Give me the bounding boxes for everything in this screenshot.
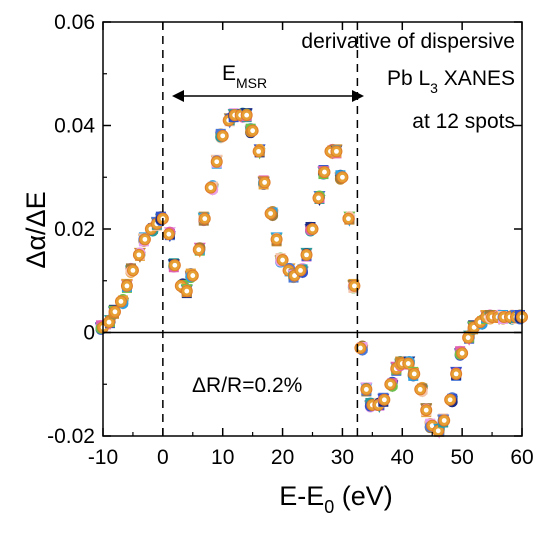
data-point xyxy=(180,284,193,299)
y-tick-label: -0.02 xyxy=(47,425,95,448)
y-tick-label: 0.02 xyxy=(54,218,95,241)
data-point xyxy=(294,262,309,279)
data-point xyxy=(124,262,139,278)
element-label: Pb L xyxy=(387,67,430,90)
data-point xyxy=(240,108,253,123)
data-point xyxy=(114,293,129,310)
emsr-arrow xyxy=(172,90,364,102)
data-marks xyxy=(95,107,528,439)
delta-r-label: ΔR/R=0.2% xyxy=(192,374,302,397)
data-point xyxy=(354,340,369,357)
data-point xyxy=(514,309,528,325)
data-point xyxy=(210,154,223,169)
data-point xyxy=(312,190,326,206)
data-point xyxy=(304,221,319,237)
edge-subscript: 3 xyxy=(430,80,438,96)
data-point xyxy=(317,165,331,180)
data-point xyxy=(252,143,266,160)
data-point xyxy=(407,366,421,382)
data-point xyxy=(334,169,349,185)
data-point xyxy=(257,175,271,190)
y-axis-title: Δα/ΔE xyxy=(21,191,51,268)
data-point xyxy=(137,232,151,247)
x-tick-label: 10 xyxy=(211,446,234,469)
annotation-line-1: derivative of dispersive xyxy=(301,30,515,53)
data-point xyxy=(184,268,199,284)
data-point xyxy=(107,304,121,320)
x-tick-label: 50 xyxy=(450,446,473,469)
data-point xyxy=(347,278,361,294)
data-point xyxy=(192,242,206,258)
data-point xyxy=(402,356,416,372)
x-tick-label: -10 xyxy=(88,446,118,469)
data-point xyxy=(287,268,301,284)
annotation-line-3: at 12 spots xyxy=(412,110,515,133)
x-axis-unit: (eV) xyxy=(334,481,393,511)
data-point xyxy=(244,123,259,139)
x-tick-label: 0 xyxy=(157,446,169,469)
x-tick-label: 40 xyxy=(391,446,414,469)
emsr-sub: MSR xyxy=(236,75,267,91)
data-point xyxy=(197,211,211,227)
data-point xyxy=(360,382,373,397)
xanes-label: XANES xyxy=(438,67,515,90)
x-tick-label: 30 xyxy=(331,446,354,469)
y-tick-label: 0.06 xyxy=(54,11,95,34)
data-point xyxy=(432,423,446,439)
x-tick-label: 60 xyxy=(510,446,533,469)
data-point xyxy=(154,211,169,227)
x-tick-label: 20 xyxy=(271,446,294,469)
annotation-line-2: Pb L3 XANES xyxy=(387,67,515,96)
data-point xyxy=(167,258,181,273)
x-axis-sub: 0 xyxy=(324,497,334,517)
y-tick-label: 0.04 xyxy=(54,115,95,138)
data-point xyxy=(204,180,219,196)
data-point xyxy=(377,392,391,408)
data-point xyxy=(214,128,229,144)
x-axis-main: E-E xyxy=(279,481,324,511)
data-point xyxy=(330,144,343,159)
data-point xyxy=(414,381,429,398)
data-point xyxy=(437,413,451,428)
data-point xyxy=(384,376,399,393)
data-point xyxy=(132,247,146,263)
data-point xyxy=(102,314,116,331)
y-tick-label: 0 xyxy=(83,322,95,345)
data-point xyxy=(162,226,176,243)
data-point xyxy=(300,247,313,262)
x-axis-title: E-E0 (eV) xyxy=(279,481,393,517)
data-point xyxy=(342,211,356,227)
data-point xyxy=(454,345,469,361)
data-point xyxy=(270,232,283,247)
data-point xyxy=(444,392,459,408)
emsr-main: E xyxy=(222,62,236,85)
data-point xyxy=(120,278,133,293)
data-point xyxy=(420,403,433,418)
data-point xyxy=(450,366,463,381)
data-point xyxy=(264,205,279,222)
axis-ticks: -10 0 10 20 30 40 50 60 -0.02 0 0.02 0.04 0.06 xyxy=(47,11,534,469)
data-point xyxy=(274,252,289,268)
emsr-label: EMSR xyxy=(222,62,267,91)
